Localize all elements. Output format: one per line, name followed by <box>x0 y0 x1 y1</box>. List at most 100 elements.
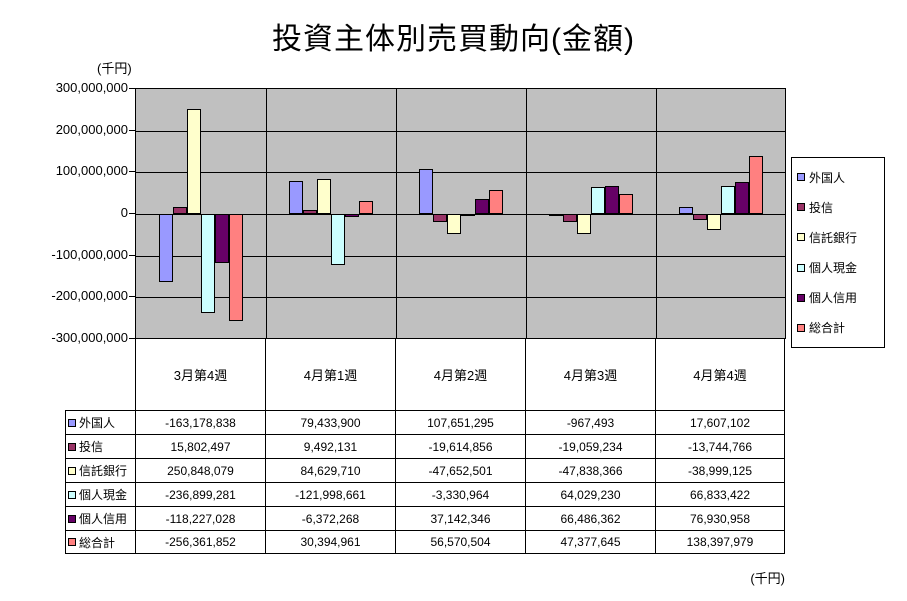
series-key-swatch <box>68 418 76 427</box>
bar-外国人 <box>679 207 693 214</box>
value-cell: 64,029,230 <box>525 482 655 506</box>
bar-信託銀行 <box>577 214 591 234</box>
series-name-label: 総合計 <box>79 535 116 550</box>
value-cell: -13,744,766 <box>655 434 785 458</box>
series-key-swatch <box>68 514 76 523</box>
value-cell: -47,652,501 <box>395 458 525 482</box>
category-separator <box>656 89 657 338</box>
bar-総合計 <box>619 194 633 214</box>
value-cell: 66,833,422 <box>655 482 785 506</box>
value-cell: -19,614,856 <box>395 434 525 458</box>
y-tick-mark <box>129 255 135 256</box>
bar-信託銀行 <box>317 179 331 214</box>
bar-個人現金 <box>461 214 475 216</box>
bar-投信 <box>173 207 187 214</box>
bar-投信 <box>433 214 447 222</box>
gridline <box>136 256 785 257</box>
y-tick-mark <box>129 296 135 297</box>
value-cell: 84,629,710 <box>265 458 395 482</box>
value-cell: 76,930,958 <box>655 506 785 530</box>
gridline <box>136 172 785 173</box>
legend-swatch <box>797 203 805 212</box>
bar-信託銀行 <box>187 109 201 214</box>
bar-信託銀行 <box>707 214 721 230</box>
y-tick-mark <box>129 213 135 214</box>
table-corner <box>65 339 135 410</box>
series-name-label: 個人現金 <box>79 488 128 502</box>
data-table: 3月第4週 4月第1週 4月第2週 4月第3週 4月第4週 外国人 -163,178,838… <box>65 339 785 554</box>
series-name-cell: 総合計 <box>65 530 135 554</box>
category-separator <box>526 89 527 338</box>
value-cell: 9,492,131 <box>265 434 395 458</box>
category-label: 4月第4週 <box>655 339 785 410</box>
series-name-cell: 個人現金 <box>65 482 135 506</box>
table-header-row: 3月第4週 4月第1週 4月第2週 4月第3週 4月第4週 <box>65 339 785 410</box>
legend-item: 外国人 <box>797 169 879 186</box>
y-tick-label: 200,000,000 <box>55 122 128 137</box>
value-cell: -236,899,281 <box>135 482 265 506</box>
bar-個人現金 <box>201 214 215 313</box>
legend-swatch <box>797 323 805 332</box>
series-name-cell: 個人信用 <box>65 506 135 530</box>
value-cell: -19,059,234 <box>525 434 655 458</box>
table-row: 外国人 -163,178,838 79,433,900 107,651,295 -967… <box>65 410 785 434</box>
bar-個人信用 <box>735 182 749 214</box>
series-name-cell: 信託銀行 <box>65 458 135 482</box>
legend-label: 信託銀行 <box>809 230 858 245</box>
y-tick-mark <box>129 130 135 131</box>
legend-label: 外国人 <box>809 170 846 185</box>
category-separator <box>396 89 397 338</box>
legend-label: 総合計 <box>809 321 846 336</box>
value-cell: 15,802,497 <box>135 434 265 458</box>
legend-label: 個人信用 <box>809 291 858 306</box>
bar-信託銀行 <box>447 214 461 234</box>
value-cell: 47,377,645 <box>525 530 655 554</box>
y-tick-mark <box>129 88 135 89</box>
legend-swatch <box>797 293 805 302</box>
series-key-swatch <box>68 466 76 475</box>
bar-総合計 <box>749 156 763 214</box>
value-cell: -118,227,028 <box>135 506 265 530</box>
series-key-swatch <box>68 442 76 451</box>
legend-item: 信託銀行 <box>797 229 879 246</box>
legend-label: 投信 <box>809 200 834 215</box>
category-label: 3月第4週 <box>135 339 265 410</box>
series-key-swatch <box>68 490 76 499</box>
y-tick-label: -300,000,000 <box>51 330 128 345</box>
category-label: 4月第2週 <box>395 339 525 410</box>
value-cell: -6,372,268 <box>265 506 395 530</box>
value-cell: -967,493 <box>525 410 655 434</box>
value-cell: 37,142,346 <box>395 506 525 530</box>
bar-個人現金 <box>721 186 735 214</box>
value-cell: 138,397,979 <box>655 530 785 554</box>
bar-個人信用 <box>605 186 619 214</box>
legend-item: 個人現金 <box>797 259 879 276</box>
bar-投信 <box>303 210 317 214</box>
series-name-cell: 投信 <box>65 434 135 458</box>
bar-個人信用 <box>475 199 489 214</box>
gridline <box>136 297 785 298</box>
y-tick-mark <box>129 338 135 339</box>
bar-外国人 <box>159 214 173 282</box>
table-row: 総合計 -256,361,852 30,394,961 56,570,504 47,37… <box>65 530 785 554</box>
table-row: 信託銀行 250,848,079 84,629,710 -47,652,501 -47,… <box>65 458 785 482</box>
value-cell: -256,361,852 <box>135 530 265 554</box>
category-label: 4月第3週 <box>525 339 655 410</box>
legend-label: 個人現金 <box>809 261 858 276</box>
bar-外国人 <box>549 214 563 216</box>
series-name-label: 個人信用 <box>79 512 128 526</box>
bar-総合計 <box>229 214 243 321</box>
legend-item: 個人信用 <box>797 289 879 306</box>
value-cell: -3,330,964 <box>395 482 525 506</box>
value-cell: -121,998,661 <box>265 482 395 506</box>
value-cell: 56,570,504 <box>395 530 525 554</box>
series-name-cell: 外国人 <box>65 410 135 434</box>
bar-個人信用 <box>345 214 359 217</box>
bar-個人現金 <box>591 187 605 214</box>
table-row: 個人現金 -236,899,281 -121,998,661 -3,330,964 64… <box>65 482 785 506</box>
series-name-label: 外国人 <box>79 416 116 430</box>
y-tick-label: 100,000,000 <box>55 163 128 178</box>
legend-item: 投信 <box>797 199 879 216</box>
bar-個人現金 <box>331 214 345 265</box>
y-tick-label: -200,000,000 <box>51 288 128 303</box>
